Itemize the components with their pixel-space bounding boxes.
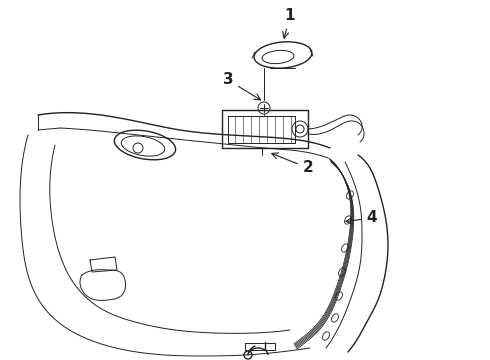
- Text: 3: 3: [222, 72, 261, 100]
- Text: 1: 1: [283, 9, 295, 38]
- Text: 2: 2: [272, 153, 314, 175]
- Text: 4: 4: [346, 211, 377, 225]
